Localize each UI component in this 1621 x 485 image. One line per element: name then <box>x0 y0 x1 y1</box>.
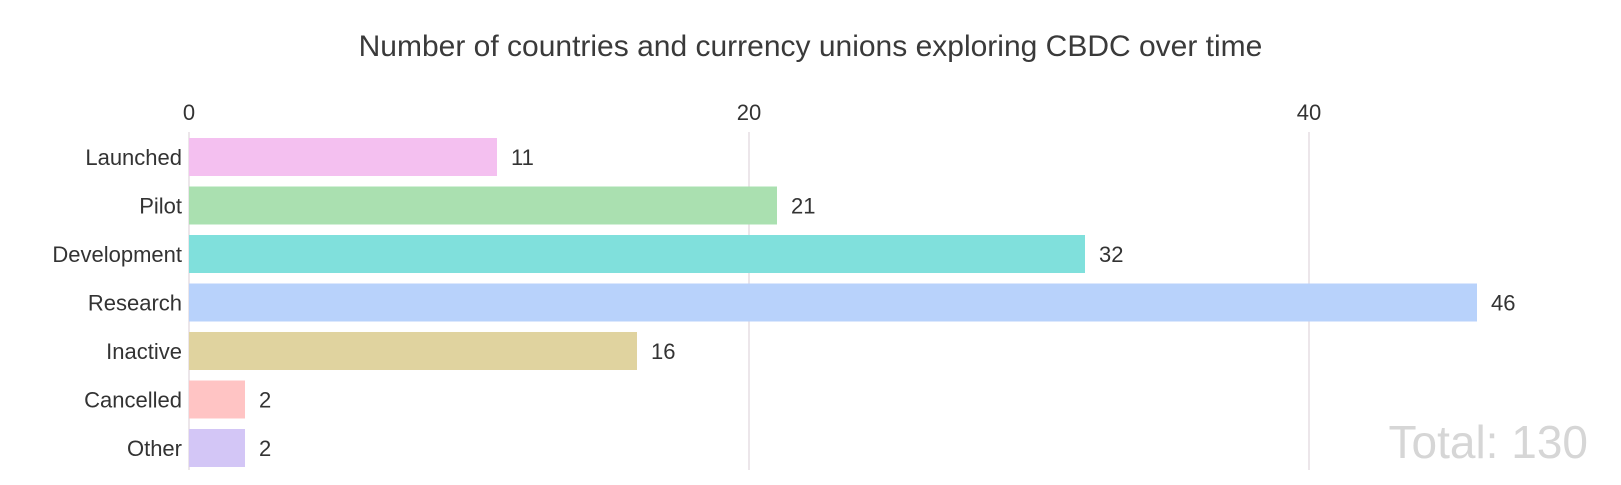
category-label: Inactive <box>106 339 182 364</box>
bars <box>189 138 1477 467</box>
category-label: Research <box>88 291 182 316</box>
bar-inactive[interactable] <box>189 332 637 370</box>
value-label: 16 <box>651 339 675 364</box>
bar-other[interactable] <box>189 429 245 467</box>
bar-pilot[interactable] <box>189 186 777 225</box>
category-label: Cancelled <box>84 388 182 413</box>
value-label: 46 <box>1491 291 1515 316</box>
category-label: Launched <box>85 145 182 170</box>
value-label: 32 <box>1099 242 1123 267</box>
bar-research[interactable] <box>189 283 1477 322</box>
value-label: 11 <box>511 145 534 170</box>
category-label: Pilot <box>139 194 182 219</box>
total-label: Total: 130 <box>1388 416 1588 468</box>
value-label: 21 <box>791 194 815 219</box>
value-label: 2 <box>259 436 271 461</box>
value-label: 2 <box>259 388 271 413</box>
bar-launched[interactable] <box>189 138 497 176</box>
x-tick-label: 20 <box>737 100 761 125</box>
category-label: Development <box>52 242 182 267</box>
bar-cancelled[interactable] <box>189 380 245 419</box>
chart-title: Number of countries and currency unions … <box>358 30 1263 63</box>
x-tick-label: 40 <box>1297 100 1321 125</box>
labels: 0 20 40 Launched 11 Pilot 21 Development 32 Resea… <box>52 100 1515 461</box>
x-tick-label: 0 <box>183 100 195 125</box>
bar-development[interactable] <box>189 235 1085 273</box>
category-label: Other <box>127 436 182 461</box>
